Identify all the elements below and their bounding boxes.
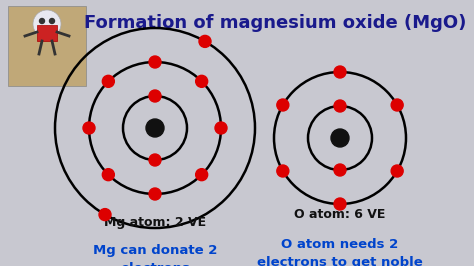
Circle shape [196, 169, 208, 181]
Text: Mg atom: 2 VE: Mg atom: 2 VE [104, 216, 206, 229]
Circle shape [277, 165, 289, 177]
Circle shape [33, 10, 61, 38]
Circle shape [149, 154, 161, 166]
Bar [8, 6, 86, 86]
Circle shape [149, 188, 161, 200]
Circle shape [49, 19, 55, 23]
Circle shape [199, 35, 211, 47]
Circle shape [391, 99, 403, 111]
Circle shape [334, 164, 346, 176]
Circle shape [102, 75, 114, 87]
Circle shape [149, 56, 161, 68]
Circle shape [391, 165, 403, 177]
Text: Formation of magnesium oxide (MgO): Formation of magnesium oxide (MgO) [84, 14, 466, 32]
Circle shape [334, 100, 346, 112]
Text: O atom: 6 VE: O atom: 6 VE [294, 208, 386, 221]
Circle shape [99, 209, 111, 221]
Circle shape [83, 122, 95, 134]
Circle shape [146, 119, 164, 137]
Circle shape [149, 90, 161, 102]
Text: Mg can donate 2
electrons: Mg can donate 2 electrons [93, 244, 217, 266]
Circle shape [277, 99, 289, 111]
Circle shape [334, 198, 346, 210]
Circle shape [196, 75, 208, 87]
Text: O atom needs 2
electrons to get noble
gas configuration: O atom needs 2 electrons to get noble ga… [257, 238, 423, 266]
Circle shape [215, 122, 227, 134]
Circle shape [334, 66, 346, 78]
Circle shape [39, 19, 45, 23]
Circle shape [331, 129, 349, 147]
Circle shape [102, 169, 114, 181]
Bar [37, 25, 57, 41]
